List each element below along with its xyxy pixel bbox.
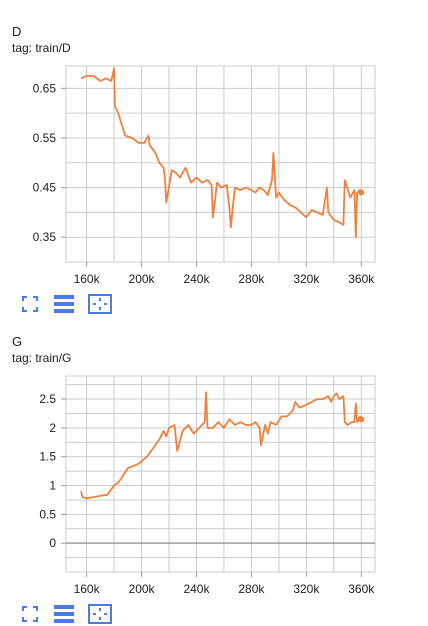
chart-tag: tag: train/D xyxy=(12,41,71,55)
fit-domain-icon xyxy=(88,294,112,314)
fullscreen-button[interactable] xyxy=(18,602,42,626)
chart-title: D xyxy=(12,24,22,39)
y-tick-label: 0.5 xyxy=(39,507,56,521)
x-tick-label: 240k xyxy=(183,582,210,596)
plot-frame xyxy=(65,65,376,263)
y-tick-label: 0.45 xyxy=(33,181,57,195)
x-tick-label: 320k xyxy=(293,272,320,286)
fit-domain-button[interactable] xyxy=(88,292,112,316)
toggle-list-button[interactable] xyxy=(52,292,76,316)
chart-plot-d[interactable]: 160k 200k 240k 280k 320k 360k 0.35 0.45 0.55 0.65 xyxy=(0,0,428,300)
y-tick-label: 0 xyxy=(49,536,56,550)
fullscreen-button[interactable] xyxy=(18,292,42,316)
x-tick-label: 200k xyxy=(129,582,156,596)
x-tick-label: 160k xyxy=(74,582,101,596)
series-line xyxy=(80,67,363,239)
x-tick-label: 280k xyxy=(238,582,265,596)
x-tick-label: 240k xyxy=(183,272,210,286)
y-tick-label: 1.5 xyxy=(39,450,56,464)
fullscreen-icon xyxy=(22,296,38,312)
x-tick-label: 280k xyxy=(238,272,265,286)
x-tick-label: 320k xyxy=(293,582,320,596)
x-tick-label: 200k xyxy=(129,272,156,286)
series-last-point xyxy=(358,189,365,196)
fit-domain-icon xyxy=(88,604,112,624)
y-tick-label: 1 xyxy=(49,479,56,493)
toggle-list-icon xyxy=(54,295,74,313)
toggle-list-icon xyxy=(54,605,74,623)
chart-card-g: G tag: train/G 160k 200k 240k 280k 320k 360k 0… xyxy=(0,310,428,624)
y-tick-label: 0.65 xyxy=(33,81,57,95)
x-tick-label: 160k xyxy=(74,272,101,286)
series-line xyxy=(80,391,363,500)
chart-tag: tag: train/G xyxy=(12,351,72,365)
x-tick-label: 360k xyxy=(348,582,375,596)
x-tick-label: 360k xyxy=(348,272,375,286)
fullscreen-icon xyxy=(22,606,38,622)
y-tick-label: 2.5 xyxy=(39,392,56,406)
fit-domain-button[interactable] xyxy=(88,602,112,626)
chart-card-d: D tag: train/D 160k 200k 240k 280k 320k 360k 0… xyxy=(0,0,428,316)
toggle-list-button[interactable] xyxy=(52,602,76,626)
y-tick-label: 0.55 xyxy=(33,131,57,145)
y-tick-label: 0.35 xyxy=(33,230,57,244)
chart-title: G xyxy=(12,334,23,349)
y-tick-label: 2 xyxy=(49,421,56,435)
series-last-point xyxy=(358,416,365,423)
chart-plot-g[interactable]: 160k 200k 240k 280k 320k 360k 0 0.5 1 1.5 2 2.5 xyxy=(0,310,428,610)
plot-frame xyxy=(65,375,376,573)
